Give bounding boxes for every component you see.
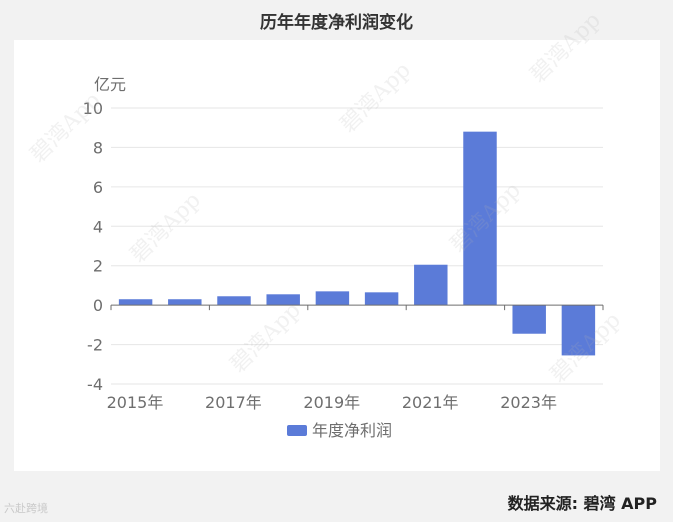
y-axis-unit-label: 亿元: [94, 75, 126, 94]
bar: [364, 292, 399, 306]
y-tick-label: 4: [93, 217, 103, 236]
corner-logo: 六赴跨境: [4, 502, 48, 515]
bar: [512, 305, 546, 334]
bar: [414, 264, 448, 306]
y-tick-label: 8: [93, 138, 103, 157]
chart-title: 历年年度净利润变化: [260, 13, 413, 33]
chart-panel: -4 -2 0 2 4 6 8 10 亿元 2015年 2017年 2019年 2021年 2023年年度…: [14, 40, 660, 471]
x-tick-label: 2015年: [107, 393, 164, 412]
y-tick-label: 10: [83, 99, 103, 118]
bar: [266, 294, 300, 306]
legend-swatch: [287, 425, 307, 436]
bar-chart: -4 -2 0 2 4 6 8 10 亿元 2015年 2017年 2019年 2021年 2023年年度…: [83, 75, 604, 440]
x-tick-label: 2017年: [205, 393, 262, 412]
bar: [217, 296, 251, 306]
x-tick-label: 2021年: [402, 393, 459, 412]
bar: [315, 291, 350, 306]
x-tick-label: 2023年: [500, 393, 557, 412]
y-tick-label: 2: [93, 257, 103, 276]
y-tick-label: -4: [87, 375, 103, 394]
y-tick-label: -2: [87, 336, 103, 355]
bar: [168, 299, 202, 306]
legend-label: 年度净利润: [312, 421, 392, 440]
bar: [118, 299, 153, 306]
y-tick-label: 0: [93, 296, 103, 315]
data-source-label: 数据来源: 碧湾 APP: [507, 494, 657, 513]
x-tick-label: 2019年: [303, 393, 360, 412]
y-tick-label: 6: [93, 178, 103, 197]
bar: [561, 305, 596, 356]
bar: [463, 131, 497, 306]
